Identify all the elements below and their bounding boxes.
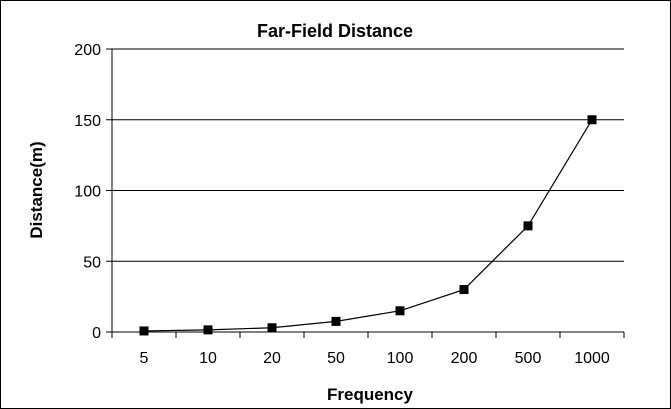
data-point	[203, 325, 213, 335]
x-tick-label: 200	[451, 350, 478, 367]
y-axis-label: Distance(m)	[27, 141, 46, 238]
data-point	[523, 221, 533, 231]
chart-title: Far-Field Distance	[257, 21, 413, 41]
y-tick-label: 100	[74, 184, 101, 201]
x-tick-label: 20	[263, 350, 281, 367]
x-tick-label: 50	[327, 350, 345, 367]
y-tick-label: 200	[74, 42, 101, 59]
plot-area: 0 50 100 150 200 5 10 20 50 100 200 500 1000	[74, 42, 625, 367]
x-tick-label: 500	[515, 350, 542, 367]
x-axis-label: Frequency	[327, 385, 414, 404]
data-point	[587, 115, 597, 125]
data-point	[331, 316, 341, 326]
series-line	[143, 119, 593, 332]
data-point	[139, 326, 149, 336]
x-tick-label: 10	[199, 350, 217, 367]
data-point	[395, 306, 405, 316]
x-tick-label: 5	[140, 350, 149, 367]
y-tick-label: 50	[83, 254, 101, 271]
y-tick-label: 150	[74, 113, 101, 130]
x-tick-label: 100	[387, 350, 414, 367]
data-point	[459, 285, 469, 295]
x-tick-label: 1000	[574, 350, 610, 367]
y-tick-label: 0	[92, 325, 101, 342]
data-point	[267, 323, 277, 333]
